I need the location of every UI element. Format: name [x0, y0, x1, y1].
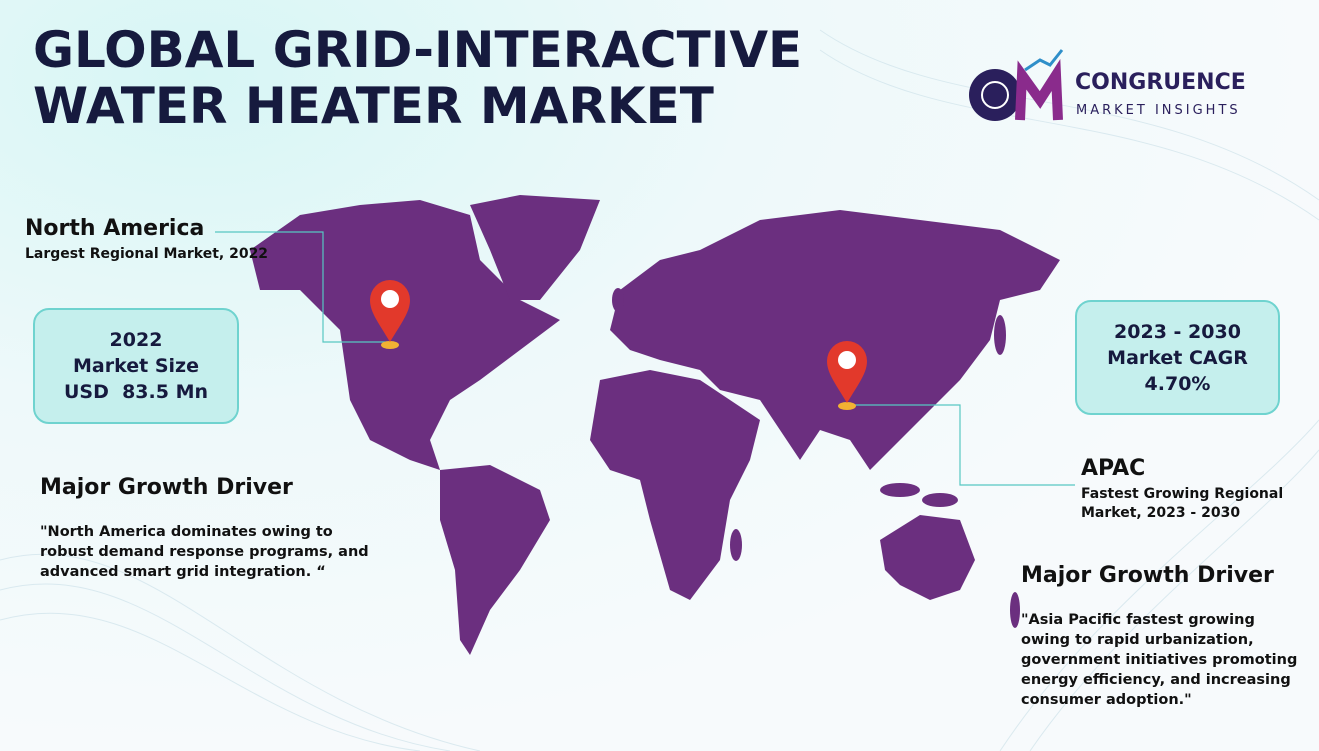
driver-title: Major Growth Driver: [1021, 563, 1274, 588]
stat-line: USD 83.5 Mn: [63, 381, 209, 403]
quote-line: consumer adoption.": [1021, 692, 1192, 708]
title-line: WATER HEATER MARKET: [33, 77, 714, 135]
logo-mark: [969, 49, 1064, 121]
driver-title: Major Growth Driver: [40, 475, 293, 500]
stat-line: 4.70%: [1144, 372, 1211, 395]
quote-line: "Asia Pacific fastest growing: [1021, 612, 1255, 628]
quote-line: robust demand response programs, and: [40, 544, 369, 560]
quote-line: "North America dominates owing to: [40, 524, 333, 540]
driver-quote: "North America dominates owing to robust…: [40, 522, 369, 582]
location-pin: [827, 341, 867, 410]
driver-quote: "Asia Pacific fastest growing owing to r…: [1021, 610, 1297, 710]
logo-name: CONGRUENCE: [1075, 70, 1246, 95]
quote-line: advanced smart grid integration. “: [40, 564, 326, 580]
quote-line: owing to rapid urbanization,: [1021, 632, 1254, 648]
title-line: GLOBAL GRID-INTERACTIVE: [33, 21, 803, 79]
location-pin: [370, 280, 410, 349]
region-title: APAC: [1081, 456, 1146, 481]
stat-box: 2022 Market Size USD 83.5 Mn: [33, 308, 239, 424]
stat-line: Market Size: [73, 355, 199, 377]
quote-line: energy efficiency, and increasing: [1021, 672, 1291, 688]
region-subtitle: Largest Regional Market, 2022: [25, 246, 269, 262]
subtitle-line: Market, 2023 - 2030: [1081, 505, 1241, 521]
wave-decoration: [0, 29, 1319, 751]
region-title: North America: [25, 216, 205, 241]
quote-line: government initiatives promoting: [1021, 652, 1298, 668]
logo-tagline: MARKET INSIGHTS: [1076, 103, 1241, 118]
title: GLOBAL GRID-INTERACTIVE WATER HEATER MAR…: [33, 22, 802, 134]
subtitle-line: Fastest Growing Regional: [1081, 486, 1284, 502]
stat-line: Market CAGR: [1107, 346, 1248, 369]
connector-lines: [215, 231, 1075, 486]
region-subtitle: Fastest Growing Regional Market, 2023 - …: [1081, 485, 1283, 523]
stat-line: 2023 - 2030: [1114, 320, 1241, 343]
stat-line: 2022: [109, 329, 163, 351]
world-map: [250, 195, 1060, 655]
stat-box: 2023 - 2030 Market CAGR 4.70%: [1075, 300, 1280, 415]
